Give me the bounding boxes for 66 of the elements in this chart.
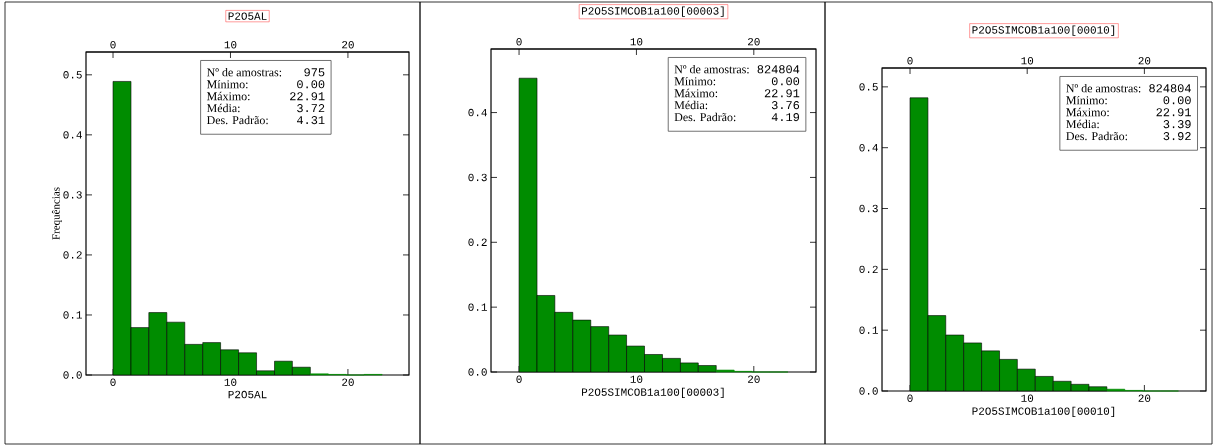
y-tick-label: 0.4 [468, 108, 487, 117]
chart-title: P2O5SIMCOB1a100[00003] [582, 6, 724, 17]
annotation: Nº de amostras: [206, 67, 282, 77]
x2-tick-label: 0 [907, 394, 913, 402]
annotation: 4.19 [771, 113, 800, 122]
annotation: Máximo: [674, 88, 718, 98]
x-axis-title: P2O5AL [228, 390, 267, 399]
y-tick-label: 0.3 [468, 173, 487, 182]
chart-title: P2O5AL [228, 12, 267, 20]
annotation: Des. Padrão: [1066, 131, 1127, 141]
x-tick-label: 20 [342, 378, 354, 386]
x-tick-label: 0 [516, 38, 522, 46]
y-tick-label: 0.1 [468, 303, 487, 311]
annotation: 0.00 [297, 80, 325, 89]
annotation: 0.00 [771, 77, 800, 86]
annotation: Máximo: [1066, 107, 1109, 117]
x-tick-label: 0 [907, 57, 913, 65]
x-tick-label: 10 [1021, 57, 1034, 65]
y-tick-label: 0.4 [859, 143, 878, 152]
annotation: 824804 [757, 65, 800, 74]
x-axis-title: P2O5SIMCOB1a100[00003] [582, 387, 724, 399]
y-tick-label: 0.3 [63, 191, 82, 199]
y-tick-label: 0.2 [63, 251, 82, 259]
chart-title: P2O5SIMCOB1a100[00010] [972, 25, 1115, 36]
annotation: Mínimo: [1066, 95, 1107, 105]
y-tick-label: 0.4 [63, 131, 82, 139]
y-tick-label: 0.2 [468, 238, 487, 246]
x-tick-label: 10 [224, 378, 237, 386]
y-tick-label: 0.0 [63, 371, 82, 379]
annotation: Média: [206, 103, 240, 113]
annotation: Média: [1066, 119, 1099, 129]
y-tick-label: 0.1 [859, 326, 878, 334]
x2-tick-label: 10 [1021, 394, 1034, 402]
annotation: 3.39 [1163, 120, 1191, 129]
annotation: Mínimo: [206, 79, 248, 89]
x2-tick-label: 20 [1138, 394, 1151, 402]
annotation: Des. Padrão: [674, 112, 736, 122]
y-tick-label: 0.3 [859, 204, 878, 213]
x-tick-label: 20 [1138, 57, 1151, 65]
annotation: 3.72 [297, 104, 325, 113]
annotation: Nº de amostras: [674, 64, 749, 74]
y-tick-label: 0.0 [468, 368, 487, 376]
x-tick-label: 10 [630, 38, 643, 46]
annotation: 975 [304, 68, 325, 77]
annotation: Média: [674, 100, 708, 110]
y-axis-title: Frequências [51, 187, 62, 240]
x-tick-label: 0 [110, 378, 116, 386]
annotation: 22.91 [764, 89, 800, 98]
y-tick-label: 0.5 [859, 83, 878, 91]
y-tick-label: 0.0 [859, 387, 878, 395]
annotation: Nº de amostras: [1066, 83, 1141, 93]
annotation: 0.00 [1163, 96, 1191, 105]
annotation: 824804 [1149, 84, 1191, 93]
x-axis-title: P2O5SIMCOB1a100[00010] [972, 406, 1115, 418]
annotation: Mínimo: [674, 76, 716, 86]
y-tick-label: 0.2 [859, 265, 878, 274]
annotation: Des. Padrão: [206, 115, 268, 125]
y-tick-label: 0.5 [63, 71, 82, 79]
annotation: 22.91 [1156, 108, 1191, 117]
y-tick-label: 0.1 [63, 311, 82, 319]
annotation: 3.76 [771, 101, 800, 110]
annotation: 22.91 [290, 92, 325, 101]
annotation: Máximo: [206, 91, 250, 101]
x-tick-label: 20 [747, 38, 760, 46]
annotation: 3.92 [1163, 132, 1191, 141]
annotation: 4.31 [296, 116, 325, 125]
